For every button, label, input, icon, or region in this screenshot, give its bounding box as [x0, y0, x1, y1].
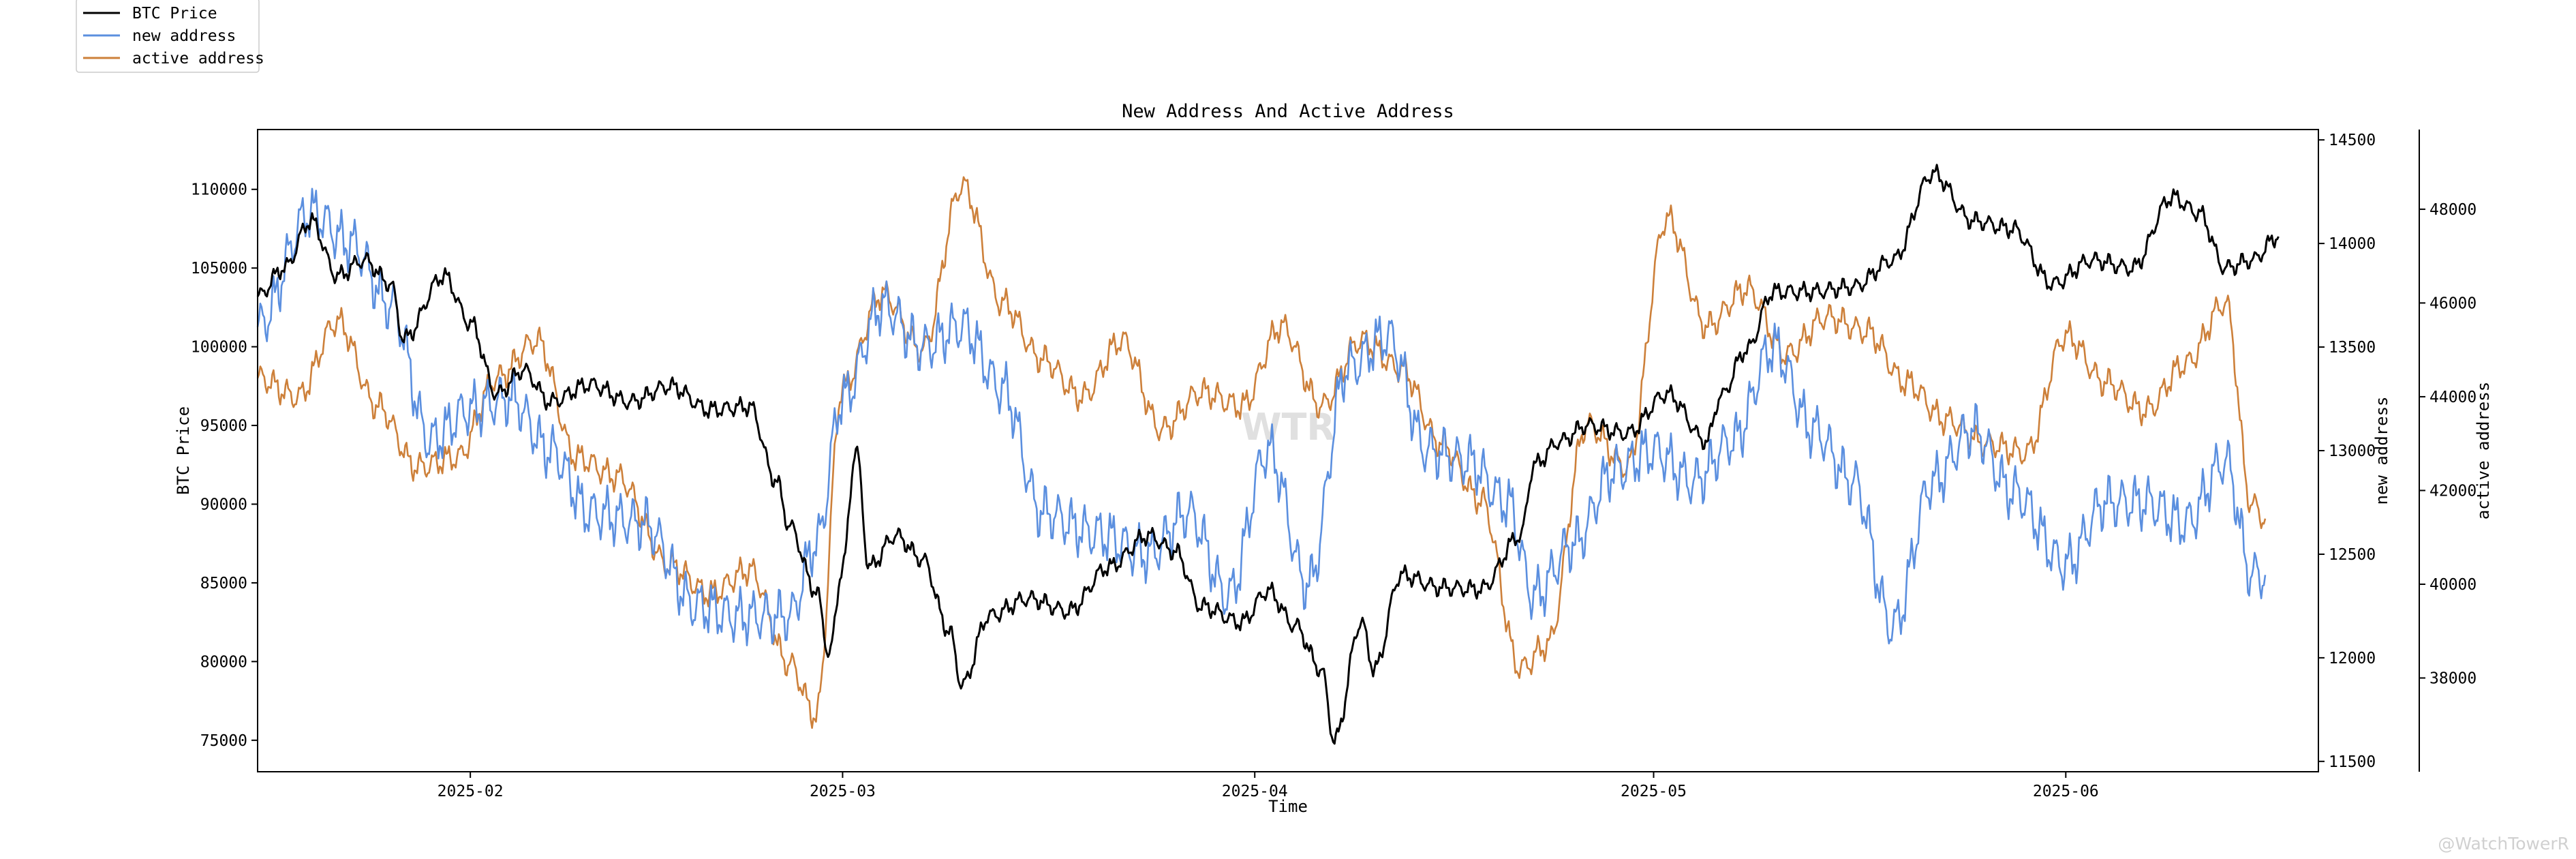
legend-label-btc-price: BTC Price [132, 5, 217, 22]
y-axis-price-label: BTC Price [174, 406, 193, 495]
y-active-address-tick-label: 48000 [2429, 201, 2477, 219]
chart-title: New Address And Active Address [1122, 101, 1454, 122]
series-line-active-address [256, 176, 2267, 729]
series-line-btc-price [256, 164, 2280, 745]
watermark: WTR [1241, 406, 1335, 449]
y-new-address-tick-label: 14500 [2329, 132, 2376, 149]
y-new-address-tick-label: 13500 [2329, 339, 2376, 357]
y-price-tick-label: 80000 [200, 653, 247, 671]
x-tick-label: 2025-04 [1222, 783, 1288, 800]
y-new-address-tick-label: 12500 [2329, 546, 2376, 564]
x-axis: 2025-02 2025-03 2025-04 2025-05 2025-06 [438, 772, 2099, 800]
x-tick-label: 2025-02 [438, 783, 504, 800]
legend-label-new-address: new address [132, 27, 236, 45]
y-price-tick-label: 90000 [200, 496, 247, 514]
y-active-address-tick-label: 44000 [2429, 389, 2477, 406]
y-price-tick-label: 75000 [200, 732, 247, 750]
series-layer [256, 164, 2280, 745]
y-new-address-tick-label: 11500 [2329, 753, 2376, 771]
y-new-address-tick-label: 13000 [2329, 442, 2376, 460]
y-price-tick-label: 105000 [191, 260, 247, 277]
x-tick-label: 2025-05 [1621, 783, 1687, 800]
x-tick-label: 2025-06 [2033, 783, 2099, 800]
credit-watermark: @WatchTowerR [2438, 834, 2569, 854]
x-tick-label: 2025-03 [810, 783, 876, 800]
legend-frame [76, 0, 260, 73]
y-axis-active-address: 38000 40000 42000 44000 46000 48000 [2419, 130, 2477, 772]
y-price-tick-label: 95000 [200, 417, 247, 435]
y-active-address-tick-label: 42000 [2429, 482, 2477, 500]
series-line-new-address [256, 187, 2267, 647]
plot-frame [257, 129, 2319, 772]
y-new-address-tick-label: 12000 [2329, 650, 2376, 667]
y-price-tick-label: 100000 [191, 339, 247, 357]
y-axis-new-address-label: new address [2372, 397, 2391, 505]
y-active-address-tick-label: 46000 [2429, 295, 2477, 312]
legend-label-active-address: active address [132, 50, 264, 67]
y-price-tick-label: 110000 [191, 181, 247, 199]
y-axis-active-address-label: active address [2474, 382, 2493, 519]
y-active-address-tick-label: 38000 [2429, 669, 2477, 687]
legend: BTC Price new address active address [76, 0, 264, 73]
y-axis-price: 75000 80000 85000 90000 95000 100000 105000 110… [191, 181, 258, 750]
y-new-address-tick-label: 14000 [2329, 235, 2376, 253]
y-active-address-tick-label: 40000 [2429, 576, 2477, 594]
x-axis-label: Time [1268, 797, 1308, 816]
y-axis-new-address: 11500 12000 12500 13000 13500 14000 14500 [2318, 130, 2376, 772]
y-price-tick-label: 85000 [200, 575, 247, 592]
